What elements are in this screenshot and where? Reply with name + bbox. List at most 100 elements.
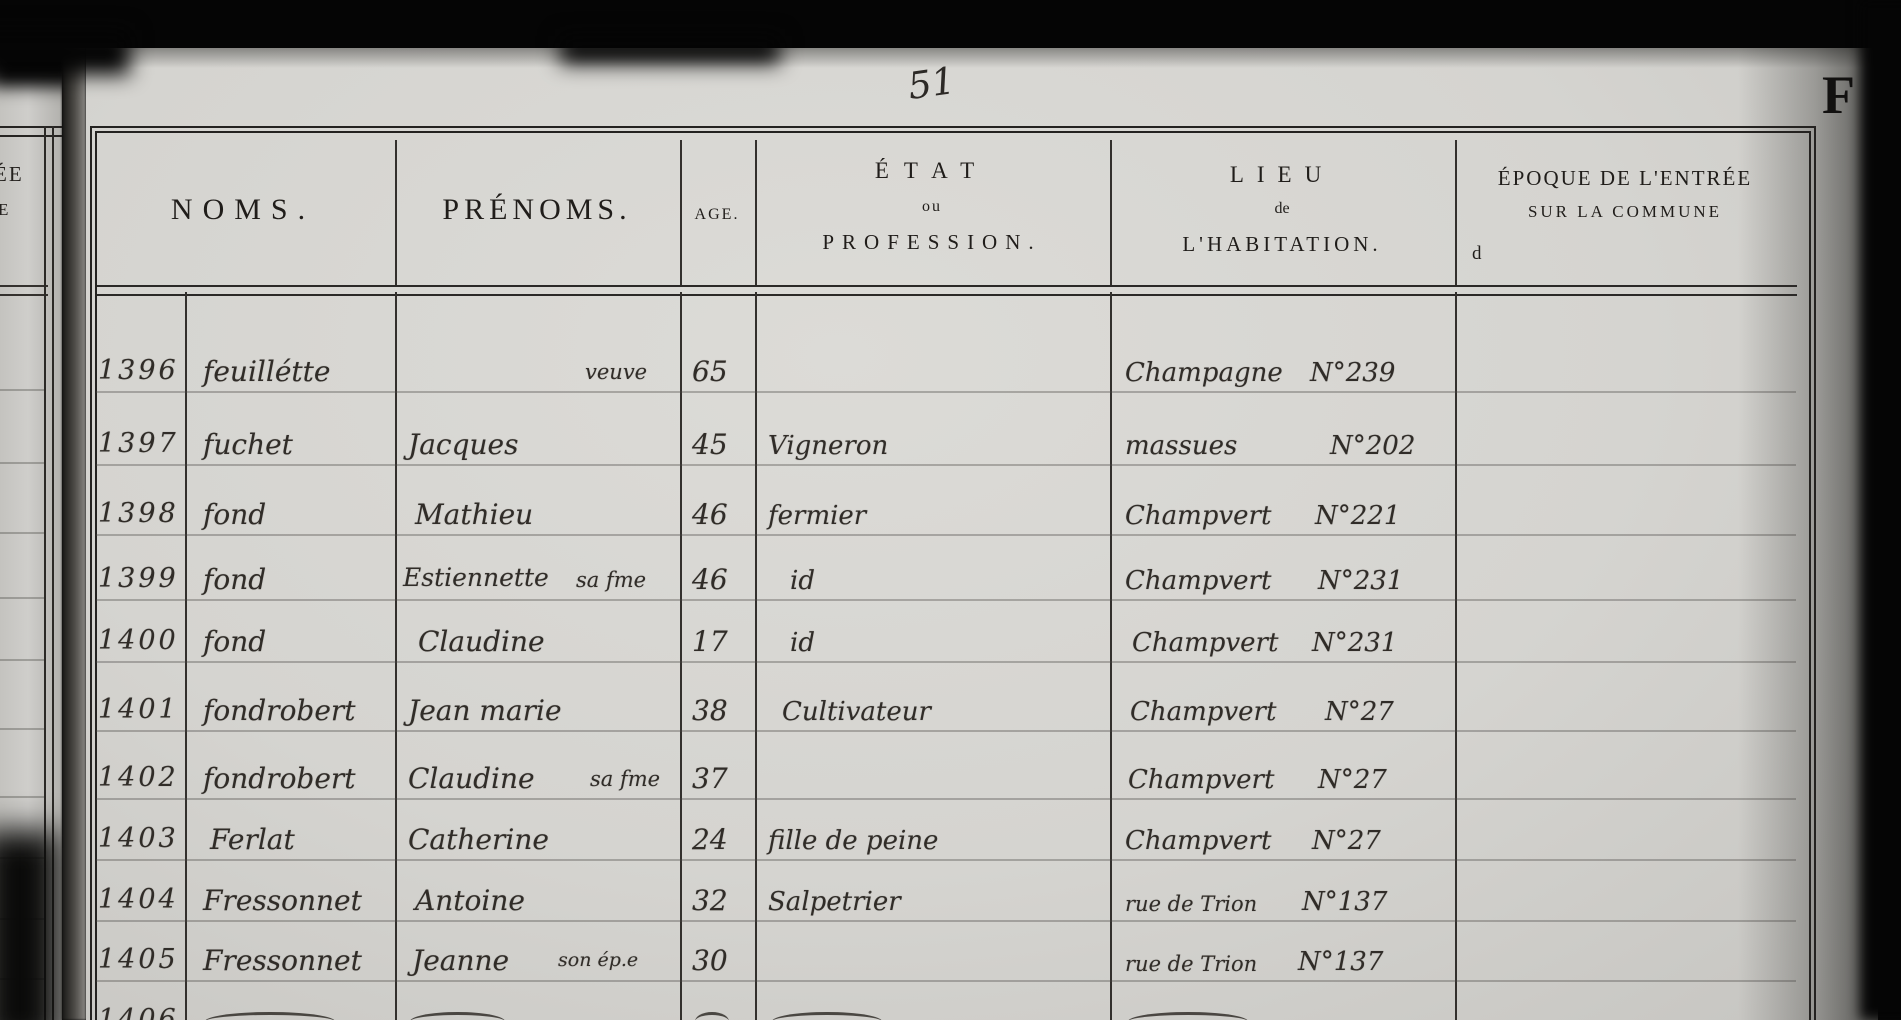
firstname-cell: Jeanne <box>412 944 510 977</box>
profession-cell: id <box>790 566 815 596</box>
age-cell: 32 <box>692 884 728 917</box>
header-age: AGE. <box>694 206 740 223</box>
ruled-line <box>96 464 1796 466</box>
column-divider <box>185 292 187 1020</box>
header-bottom-border <box>97 285 1797 296</box>
surname-cell: feuillétte <box>203 355 331 388</box>
ruled-line <box>96 798 1796 800</box>
photo-border-top <box>0 0 1901 48</box>
header-annotation-d: d <box>1472 243 1482 264</box>
corner-letter: F <box>1822 65 1855 125</box>
firstname-cell: Jean marie <box>408 694 562 727</box>
entry-number: 1401 <box>98 694 179 725</box>
ruled-line <box>96 730 1796 732</box>
place-cell: Champagne <box>1125 358 1283 388</box>
register-row: 1401 fondrobert Jean marie 38 Cultivateu… <box>0 694 1901 732</box>
photo-shadow <box>560 36 780 64</box>
photo-shadow <box>0 30 130 75</box>
firstname-cell: Claudine <box>418 625 545 658</box>
page-edge-shadow <box>1738 42 1878 1020</box>
entry-number: 1396 <box>98 355 179 386</box>
cutoff-header-text: ÉE <box>0 162 24 186</box>
fragment-header-border <box>0 285 48 296</box>
entry-number: 1400 <box>98 625 179 656</box>
place-cell: rue de Trion <box>1125 952 1258 976</box>
age-cell: 24 <box>692 823 728 856</box>
photo-border-right <box>1860 0 1901 1020</box>
header-sur-la-commune: SUR LA COMMUNE <box>1527 202 1723 221</box>
column-divider <box>395 292 397 1020</box>
ruled-line <box>96 391 1796 393</box>
register-row: 1405 Fressonnet Jeanne son ép.e 30 rue d… <box>0 944 1901 982</box>
surname-cell: fondrobert <box>203 762 356 795</box>
surname-cell: fond <box>203 625 267 658</box>
place-cell: massues <box>1125 431 1238 461</box>
column-divider <box>1455 292 1457 1020</box>
place-cell: Champvert <box>1125 826 1272 856</box>
page-gutter <box>62 40 86 1020</box>
column-divider <box>1110 140 1112 285</box>
entry-number: 1397 <box>98 428 179 459</box>
column-divider <box>680 292 682 1020</box>
handwriting-stroke-fragment <box>410 1012 505 1020</box>
header-habitation: L'HABITATION. <box>1182 232 1382 256</box>
house-number-cell: N°231 <box>1312 628 1398 658</box>
register-row: 1400 fond Claudine 17 id Champvert N°231 <box>0 625 1901 663</box>
ruled-line <box>0 462 44 464</box>
register-row: 1402 fondrobert Claudine sa fme 37 Champ… <box>0 762 1901 800</box>
house-number-cell: N°239 <box>1310 358 1396 388</box>
age-cell: 17 <box>692 625 728 658</box>
photo-shadow <box>0 830 60 1020</box>
ruled-line <box>96 661 1796 663</box>
register-row-partial: 1406 <box>0 1004 1901 1020</box>
handwriting-stroke-fragment <box>695 1012 729 1020</box>
relation-note: son ép.e <box>558 949 639 971</box>
register-row: 1398 fond Mathieu 46 fermier Champvert N… <box>0 498 1901 536</box>
register-row: 1404 Fressonnet Antoine 32 Salpetrier ru… <box>0 884 1901 922</box>
age-cell: 38 <box>692 694 728 727</box>
age-cell: 45 <box>692 428 728 461</box>
ruled-line <box>0 796 44 798</box>
house-number-cell: N°27 <box>1318 765 1387 795</box>
register-row: 1403 Ferlat Catherine 24 fille de peine … <box>0 823 1901 861</box>
folio-number: 51 <box>905 58 958 109</box>
entry-number: 1406 <box>98 1004 179 1020</box>
register-table-frame <box>90 126 1816 1020</box>
register-row: 1397 fuchet Jacques 45 Vigneron massues … <box>0 428 1901 466</box>
header-lieu-de: de <box>1274 200 1290 217</box>
relation-note: veuve <box>585 360 648 384</box>
house-number-cell: N°202 <box>1330 431 1416 461</box>
house-number-cell: N°221 <box>1315 501 1401 531</box>
handwriting-stroke-fragment <box>1128 1012 1248 1020</box>
register-row: 1396 feuillétte veuve 65 Champagne N°239 <box>0 355 1901 393</box>
column-divider <box>1110 292 1112 1020</box>
header-noms: NOMS. <box>170 193 316 226</box>
entry-number: 1404 <box>98 884 179 915</box>
header-etat: ÉTAT <box>874 158 990 183</box>
cutoff-header-text: E <box>0 200 9 219</box>
house-number-cell: N°231 <box>1318 566 1404 596</box>
fragment-table-border <box>0 126 62 137</box>
relation-note: sa fme <box>590 767 661 791</box>
header-profession: PROFESSION. <box>822 230 1042 254</box>
surname-cell: fond <box>203 563 267 596</box>
profession-cell: Vigneron <box>768 431 889 461</box>
house-number-cell: N°27 <box>1325 697 1394 727</box>
header-lieu: LIEU <box>1229 162 1335 187</box>
place-cell: Champvert <box>1125 566 1272 596</box>
house-number-cell: N°137 <box>1302 887 1388 917</box>
profession-cell: fermier <box>768 501 867 531</box>
surname-cell: fondrobert <box>203 694 356 727</box>
age-cell: 30 <box>692 944 728 977</box>
ruled-line <box>96 980 1796 982</box>
firstname-cell: Antoine <box>415 884 525 917</box>
surname-cell: Ferlat <box>210 823 295 856</box>
header-epoque-entree: ÉPOQUE DE L'ENTRÉE <box>1497 166 1753 190</box>
firstname-cell: Catherine <box>408 823 549 856</box>
surname-cell: fond <box>203 498 267 531</box>
entry-number: 1405 <box>98 944 179 975</box>
fragment-column-border <box>44 126 54 1020</box>
column-divider <box>755 292 757 1020</box>
header-prenoms: PRÉNOMS. <box>442 193 632 226</box>
